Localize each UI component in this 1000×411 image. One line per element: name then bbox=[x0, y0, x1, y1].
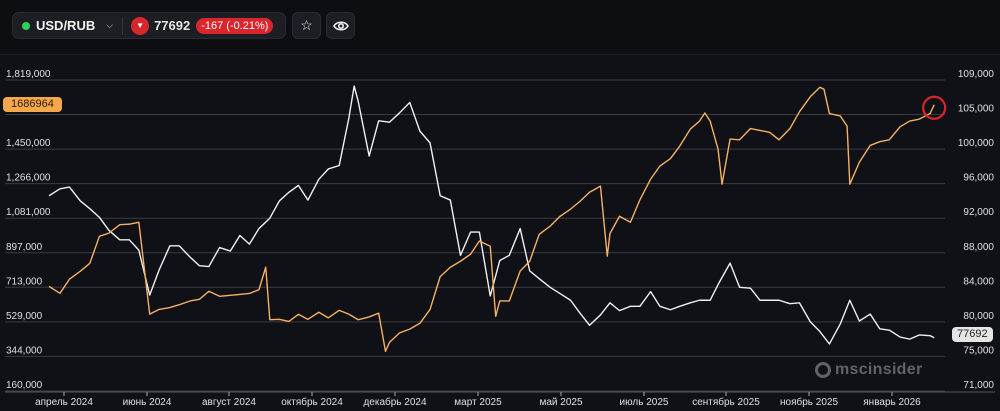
right-axis-tick: 96,000 bbox=[963, 173, 994, 184]
last-price: 77692 bbox=[154, 18, 191, 33]
watermark-text: mscinsider bbox=[835, 361, 923, 378]
favorite-button[interactable]: ☆ bbox=[292, 12, 321, 39]
left-axis-tick: 1,081,000 bbox=[6, 207, 51, 218]
right-axis-tick: 109,000 bbox=[958, 69, 995, 80]
left-axis-tick: 1,819,000 bbox=[6, 69, 51, 80]
x-axis-tick: август 2024 bbox=[202, 397, 256, 408]
chart-area[interactable]: 1,819,000 1,450,000 1,266,000 1,081,000 897,… bbox=[0, 54, 1000, 411]
left-axis-tick: 1,266,000 bbox=[6, 173, 51, 184]
x-axis-tick: январь 2026 bbox=[863, 397, 921, 408]
left-axis-tick: 713,000 bbox=[6, 276, 43, 287]
market-status-dot bbox=[22, 21, 30, 30]
price-chart[interactable]: 1,819,000 1,450,000 1,266,000 1,081,000 897,… bbox=[0, 55, 1000, 411]
right-axis-tick: 88,000 bbox=[963, 242, 994, 253]
left-axis-last-value: 1686964 bbox=[3, 97, 62, 112]
right-axis-tick: 105,000 bbox=[958, 104, 995, 115]
right-axis-tick: 84,000 bbox=[963, 276, 994, 287]
logo-icon bbox=[815, 362, 831, 378]
chevron-down-icon[interactable]: ⌵ bbox=[106, 20, 114, 30]
left-axis-tick: 344,000 bbox=[6, 345, 43, 356]
left-axis-tick: 160,000 bbox=[6, 380, 43, 391]
right-axis-last-value: 77692 bbox=[952, 327, 993, 342]
divider bbox=[122, 16, 124, 35]
visibility-button[interactable] bbox=[326, 12, 355, 39]
left-axis-tick: 1,450,000 bbox=[6, 138, 51, 149]
highlight-circle bbox=[922, 95, 947, 120]
x-axis-tick: октябрь 2024 bbox=[281, 396, 343, 408]
right-axis-tick: 75,000 bbox=[963, 345, 994, 356]
x-axis-tick: июль 2025 bbox=[620, 397, 669, 408]
toolbar: USD/RUB ⌵ ▼ 77692 -167 (-0.21%) ☆ bbox=[0, 0, 1000, 50]
change-badge: -167 (-0.21%) bbox=[196, 17, 274, 34]
x-axis-tick: апрель 2024 bbox=[35, 397, 93, 408]
symbol-selector[interactable]: USD/RUB bbox=[36, 18, 96, 33]
left-axis-tick: 529,000 bbox=[6, 311, 43, 322]
x-axis-tick: декабрь 2024 bbox=[363, 396, 427, 408]
x-axis-tick: март 2025 bbox=[454, 397, 502, 408]
star-icon: ☆ bbox=[300, 17, 313, 33]
x-axis-tick: июнь 2024 bbox=[123, 397, 172, 408]
right-axis-tick: 100,000 bbox=[958, 138, 995, 149]
arrow-down-icon: ▼ bbox=[131, 16, 150, 35]
orange-series-line bbox=[48, 86, 935, 353]
right-axis-tick: 92,000 bbox=[963, 207, 994, 218]
x-axis-tick: ноябрь 2025 bbox=[780, 396, 838, 408]
usd-rub-line bbox=[48, 85, 935, 345]
left-axis-tick: 897,000 bbox=[6, 242, 43, 253]
x-axis-tick: сентябрь 2025 bbox=[692, 396, 760, 408]
watermark-logo: mscinsider bbox=[815, 361, 922, 379]
right-axis-tick: 80,000 bbox=[963, 311, 994, 322]
right-axis-tick: 71,000 bbox=[963, 380, 994, 391]
eye-icon bbox=[332, 20, 349, 31]
x-axis-tick: май 2025 bbox=[539, 397, 582, 408]
symbol-group: USD/RUB ⌵ ▼ 77692 -167 (-0.21%) bbox=[12, 12, 286, 39]
